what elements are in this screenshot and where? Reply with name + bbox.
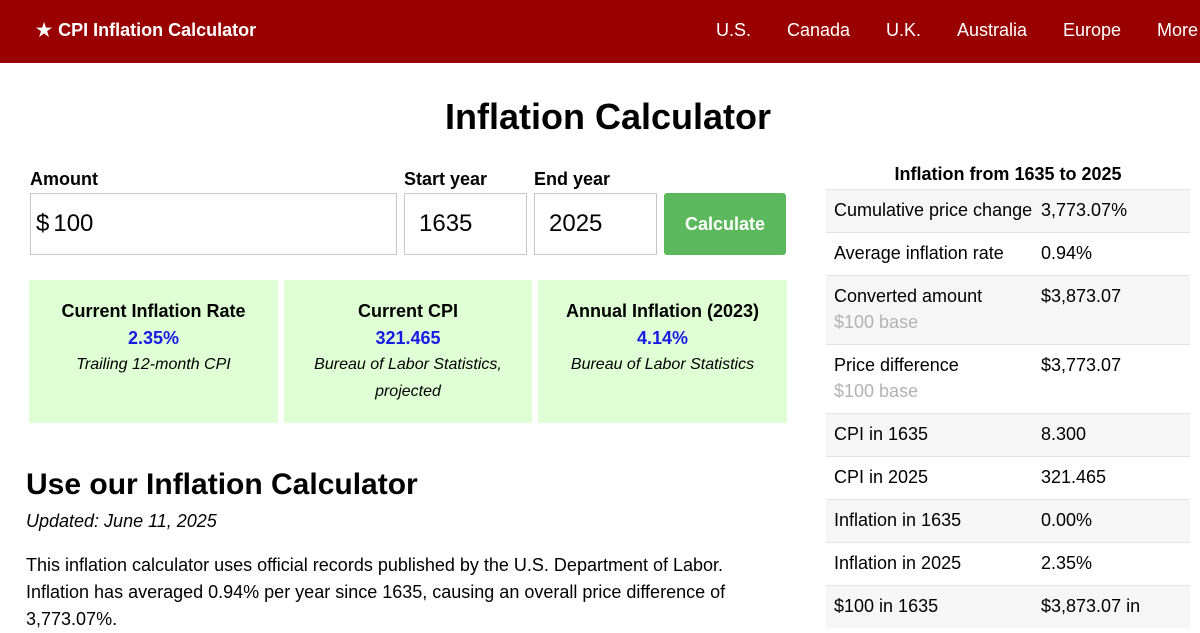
summary-row: Converted amount $100 base $3,873.07 xyxy=(826,275,1190,344)
summary-row: Price difference $100 base $3,773.07 xyxy=(826,344,1190,413)
intro-paragraph: This inflation calculator uses official … xyxy=(26,555,726,629)
stat-card-inflation-rate: Current Inflation Rate 2.35% Trailing 12… xyxy=(29,280,278,423)
summary-row-label-text: $100 in 1635 xyxy=(834,596,939,616)
stat-value: 4.14% xyxy=(636,328,689,348)
section-title: Use our Inflation Calculator xyxy=(26,468,418,501)
stat-card-annual-inflation: Annual Inflation (2023) 4.14% Bureau of … xyxy=(538,280,787,423)
summary-row-label-text: Inflation in 1635 xyxy=(834,510,962,530)
summary-row-value: $3,873.07 xyxy=(1041,286,1122,306)
updated-date: Updated: June 11, 2025 xyxy=(26,511,217,531)
summary-title: Inflation from 1635 to 2025 xyxy=(894,164,1122,184)
nav-link-canada[interactable]: Canada xyxy=(787,20,851,40)
calculate-button[interactable]: Calculate xyxy=(664,193,786,255)
summary-row-label-text: Inflation in 2025 xyxy=(834,553,962,573)
top-navigation-bar: ★ CPI Inflation Calculator U.S. Canada U.… xyxy=(0,0,1200,63)
summary-row-label-text: Cumulative price change xyxy=(834,200,1033,220)
summary-row-label-text: Price difference xyxy=(834,355,959,375)
summary-row-value: $3,873.07 in xyxy=(1041,596,1141,616)
inflation-summary-panel: Inflation from 1635 to 2025 Cumulative p… xyxy=(826,162,1190,628)
summary-row-label: Inflation in 2025 xyxy=(826,550,1033,576)
summary-row-label-text: CPI in 1635 xyxy=(834,424,929,444)
summary-row-value: 8.300 xyxy=(1041,424,1087,444)
summary-row: $100 in 1635 $3,873.07 in xyxy=(826,585,1190,628)
summary-row-label: Converted amount $100 base xyxy=(826,283,1033,335)
page-title: Inflation Calculator xyxy=(444,96,772,137)
summary-row-value: $3,773.07 xyxy=(1041,355,1122,375)
summary-row-label: $100 in 1635 xyxy=(826,593,1033,619)
nav-link-australia[interactable]: Australia xyxy=(957,20,1028,40)
start-year-input[interactable] xyxy=(419,210,526,238)
summary-row-note: $100 base xyxy=(834,312,919,332)
summary-row-label: Cumulative price change xyxy=(826,197,1033,223)
stat-title: Annual Inflation (2023) xyxy=(565,301,760,321)
start-year-label: Start year xyxy=(404,169,488,189)
dollar-sign: $ xyxy=(36,210,50,237)
amount-label: Amount xyxy=(30,169,98,189)
nav-link-uk[interactable]: U.K. xyxy=(886,20,922,40)
summary-row-label-text: CPI in 2025 xyxy=(834,467,929,487)
summary-row-label: CPI in 2025 xyxy=(826,464,1033,490)
country-nav: U.S. Canada U.K. Australia Europe More xyxy=(0,20,1200,44)
summary-row: Inflation in 1635 0.00% xyxy=(826,499,1190,542)
amount-field[interactable]: $ xyxy=(30,193,397,255)
end-year-label: End year xyxy=(534,169,611,189)
start-year-field[interactable] xyxy=(404,193,527,255)
summary-row-value: 0.00% xyxy=(1041,510,1093,530)
end-year-input[interactable] xyxy=(549,210,656,238)
summary-row-note: $100 base xyxy=(834,381,919,401)
summary-row-value: 2.35% xyxy=(1041,553,1093,573)
stat-title: Current CPI xyxy=(357,301,458,321)
summary-row-label-text: Converted amount xyxy=(834,286,983,306)
nav-link-more[interactable]: More xyxy=(1157,20,1199,40)
stat-note: Trailing 12-month CPI xyxy=(76,356,231,373)
stat-note: Bureau of Labor Statistics xyxy=(570,356,755,373)
stat-title: Current Inflation Rate xyxy=(61,301,246,321)
summary-row: Cumulative price change 3,773.07% xyxy=(826,189,1190,232)
nav-link-us[interactable]: U.S. xyxy=(716,20,752,40)
star-icon: ★ xyxy=(36,20,53,40)
brand-link[interactable]: ★ CPI Inflation Calculator xyxy=(36,20,256,41)
summary-row-label: CPI in 1635 xyxy=(826,421,1033,447)
end-year-field[interactable] xyxy=(534,193,657,255)
stat-value: 321.465 xyxy=(375,328,441,348)
summary-row-label: Price difference $100 base xyxy=(826,352,1033,404)
stat-note: Bureau of Labor Statistics, projected xyxy=(314,356,502,400)
summary-row: Inflation in 2025 2.35% xyxy=(826,542,1190,585)
summary-row-value: 3,773.07% xyxy=(1041,200,1128,220)
summary-row-value: 321.465 xyxy=(1041,467,1107,487)
summary-table: Cumulative price change 3,773.07% Average … xyxy=(826,189,1190,628)
nav-link-europe[interactable]: Europe xyxy=(1063,20,1122,40)
summary-row: Average inflation rate 0.94% xyxy=(826,232,1190,275)
summary-row-label-text: Average inflation rate xyxy=(834,243,1004,263)
summary-row: CPI in 2025 321.465 xyxy=(826,456,1190,499)
stat-card-current-cpi: Current CPI 321.465 Bureau of Labor Stat… xyxy=(284,280,532,423)
brand-label: CPI Inflation Calculator xyxy=(58,20,257,40)
amount-input[interactable] xyxy=(53,210,396,238)
summary-row-label: Average inflation rate xyxy=(826,240,1033,266)
summary-row: CPI in 1635 8.300 xyxy=(826,413,1190,456)
summary-row-label: Inflation in 1635 xyxy=(826,507,1033,533)
summary-row-value: 0.94% xyxy=(1041,243,1093,263)
stat-value: 2.35% xyxy=(127,328,180,348)
